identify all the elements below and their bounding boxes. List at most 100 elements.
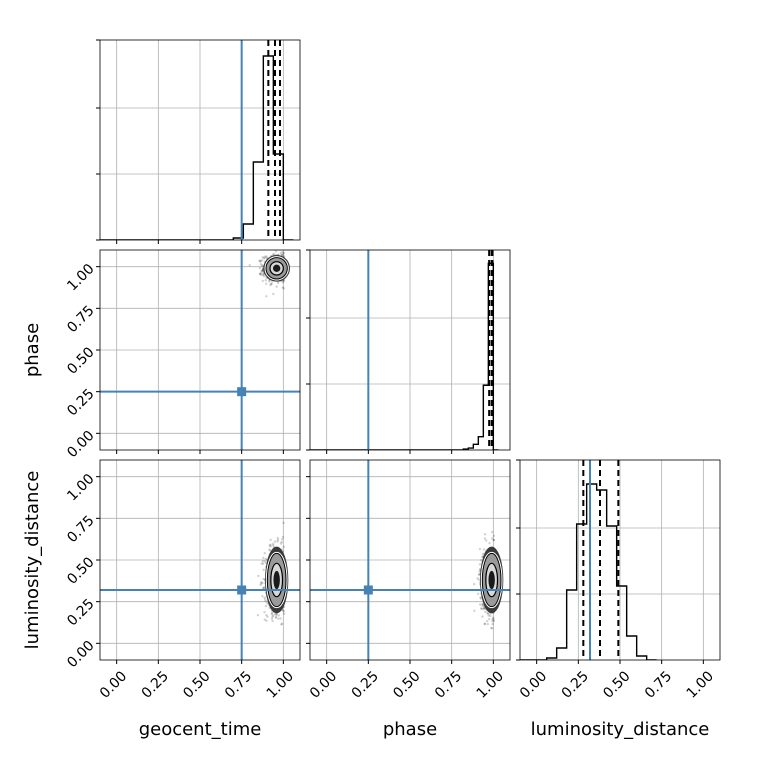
- density-peak: [273, 264, 281, 273]
- sample-point: [282, 521, 285, 525]
- panel-luminosity_distance-vs-luminosity_distance: [516, 459, 721, 664]
- sample-point: [266, 615, 269, 618]
- sample-point: [264, 561, 267, 565]
- sample-point: [268, 544, 271, 547]
- truth-marker: [237, 585, 247, 595]
- x-tick-label: 0.25: [139, 668, 172, 701]
- sample-point: [486, 612, 490, 616]
- y-tick-label: 0.50: [64, 554, 97, 587]
- sample-point: [258, 266, 262, 270]
- x-tick-label: 0.00: [97, 668, 130, 701]
- y-tick-label: 1.00: [64, 261, 97, 294]
- sample-point: [262, 568, 265, 572]
- sample-point: [260, 259, 264, 262]
- sample-point: [274, 615, 278, 618]
- sample-point: [476, 577, 479, 580]
- sample-point: [478, 603, 482, 606]
- sample-point: [483, 622, 487, 626]
- sample-point: [263, 560, 267, 563]
- sample-point: [262, 257, 266, 260]
- sample-point: [486, 611, 489, 615]
- y-tick-label: 0.25: [64, 596, 97, 629]
- sample-point: [491, 622, 494, 626]
- sample-point: [281, 286, 284, 289]
- sample-point: [277, 617, 280, 620]
- sample-point: [275, 612, 278, 616]
- sample-point: [280, 540, 283, 544]
- sample-point: [490, 627, 494, 630]
- sample-point: [265, 282, 268, 286]
- x-tick-label: 0.50: [180, 668, 213, 701]
- sample-point: [263, 596, 266, 600]
- sample-point: [273, 540, 277, 543]
- sample-point: [282, 610, 286, 613]
- sample-point: [281, 251, 284, 254]
- sample-point: [476, 592, 480, 596]
- sample-point: [270, 613, 274, 616]
- sample-point: [483, 537, 487, 540]
- y-tick-label: 0.00: [64, 428, 97, 461]
- sample-point: [261, 270, 264, 273]
- sample-point: [264, 279, 268, 282]
- x-tick-label: 0.50: [600, 668, 633, 701]
- sample-point: [262, 272, 265, 276]
- sample-point: [276, 540, 279, 543]
- sample-point: [282, 251, 285, 254]
- sample-point: [477, 573, 481, 576]
- sample-point: [271, 619, 274, 623]
- sample-point: [492, 616, 495, 619]
- sample-point: [472, 582, 476, 586]
- sample-point: [281, 254, 284, 257]
- sample-point: [261, 594, 264, 598]
- y-axis-label-luminosity_distance: luminosity_distance: [22, 471, 43, 650]
- y-axis-label-phase: phase: [22, 323, 43, 377]
- sample-point: [260, 582, 263, 585]
- sample-point: [262, 275, 266, 278]
- density-peak: [273, 570, 280, 590]
- sample-point: [266, 601, 269, 605]
- sample-point: [487, 614, 490, 617]
- x-tick-label: 0.75: [432, 668, 465, 701]
- x-axis-label-phase: phase: [383, 719, 437, 740]
- sample-point: [259, 262, 263, 266]
- sample-point: [280, 253, 284, 257]
- sample-point: [273, 613, 277, 616]
- sample-point: [259, 260, 262, 263]
- sample-point: [282, 252, 285, 255]
- sample-point: [269, 282, 273, 286]
- sample-point: [483, 622, 486, 625]
- x-tick-label: 0.00: [517, 668, 550, 701]
- sample-point: [272, 253, 276, 256]
- x-axis-label-geocent_time: geocent_time: [139, 719, 262, 740]
- sample-point: [481, 552, 485, 556]
- sample-point: [282, 287, 285, 290]
- sample-point: [261, 559, 265, 563]
- sample-point: [272, 292, 275, 296]
- sample-point: [492, 618, 495, 621]
- sample-point: [478, 563, 482, 566]
- histogram-step-phase: [310, 262, 499, 450]
- sample-point: [259, 581, 263, 584]
- sample-point: [280, 623, 283, 626]
- sample-point: [261, 265, 264, 268]
- sample-point: [263, 256, 266, 259]
- sample-point: [259, 259, 262, 262]
- sample-point: [473, 609, 476, 612]
- sample-point: [261, 256, 264, 259]
- sample-point: [280, 253, 283, 257]
- sample-point: [490, 530, 494, 534]
- sample-point: [488, 542, 491, 545]
- sample-point: [490, 626, 493, 630]
- x-tick-label: 0.50: [390, 668, 423, 701]
- sample-point: [261, 273, 265, 277]
- sample-point: [275, 613, 279, 616]
- sample-point: [262, 577, 265, 581]
- x-tick-label: 0.25: [559, 668, 592, 701]
- y-tick-label: 0.50: [64, 344, 97, 377]
- sample-point: [282, 612, 286, 616]
- x-axis-label-luminosity_distance: luminosity_distance: [531, 719, 710, 740]
- sample-point: [270, 611, 273, 615]
- sample-point: [489, 614, 492, 618]
- x-tick-label: 1.00: [264, 668, 297, 701]
- sample-point: [481, 602, 484, 606]
